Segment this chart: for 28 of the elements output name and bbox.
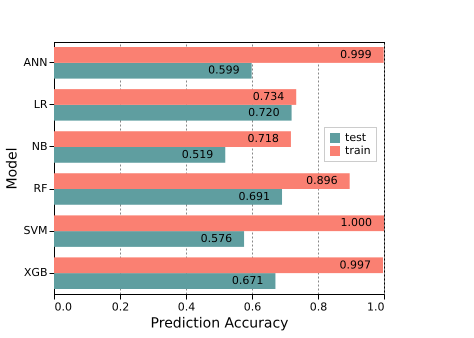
x-tick-label: 0.0 bbox=[54, 300, 72, 314]
legend-label: test bbox=[345, 131, 367, 144]
y-tick-label: NB bbox=[32, 140, 48, 153]
y-tick-label: XGB bbox=[24, 266, 48, 280]
x-tick-label: 0.4 bbox=[178, 300, 196, 314]
data-label: 0.896 bbox=[306, 174, 338, 188]
data-label: 0.671 bbox=[232, 274, 264, 288]
data-label: 0.718 bbox=[247, 132, 279, 146]
x-axis-title: Prediction Accuracy bbox=[150, 316, 288, 332]
x-tick-label: 1.0 bbox=[367, 300, 384, 314]
data-label: 0.999 bbox=[340, 48, 372, 61]
data-label: 0.519 bbox=[182, 148, 214, 161]
data-label: 0.576 bbox=[200, 232, 232, 245]
legend-label: train bbox=[345, 144, 371, 157]
y-axis-title: Model bbox=[4, 147, 20, 190]
y-tick-label: SVM bbox=[24, 224, 48, 238]
data-label: 1.000 bbox=[340, 216, 372, 230]
data-label: 0.691 bbox=[238, 190, 270, 203]
data-label: 0.734 bbox=[252, 90, 284, 104]
y-tick-label: ANN bbox=[24, 56, 48, 69]
x-tick-label: 0.6 bbox=[244, 300, 262, 314]
data-label: 0.599 bbox=[208, 64, 240, 77]
data-label: 0.997 bbox=[340, 258, 372, 272]
y-tick-label: LR bbox=[34, 98, 48, 111]
y-tick-label: RF bbox=[34, 182, 48, 196]
x-tick-label: 0.8 bbox=[310, 300, 328, 314]
data-label: 0.720 bbox=[248, 106, 280, 119]
x-tick-label: 0.2 bbox=[112, 300, 130, 314]
